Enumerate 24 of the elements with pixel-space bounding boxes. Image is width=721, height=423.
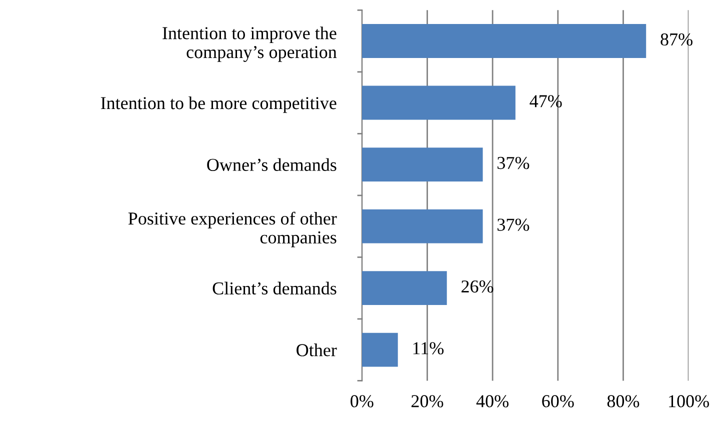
bar: [362, 86, 516, 120]
data-label: 37%: [498, 218, 530, 231]
x-tick-label: 60%: [542, 395, 574, 408]
y-tick-label: Client’s demands: [212, 282, 336, 295]
data-label: 11%: [413, 342, 444, 354]
x-tick-label: 20%: [412, 395, 444, 408]
y-tick-label: Intention to improve the company’s operation: [162, 26, 337, 62]
y-tick-label: Owner’s demands: [207, 158, 336, 171]
y-tick-label: Intention to be more competitive: [100, 96, 336, 113]
x-tick-label: 100%: [669, 395, 709, 408]
x-tick-label: 80%: [607, 395, 640, 408]
data-label: 26%: [462, 280, 494, 293]
bar: [362, 24, 646, 58]
bar: [362, 271, 447, 306]
bar: [362, 332, 398, 367]
bar: [362, 209, 483, 244]
x-tick-label: 40%: [476, 395, 509, 408]
data-label: 87%: [660, 33, 692, 46]
y-tick-label: Other: [296, 344, 337, 356]
y-tick-label: Positive experiences of other companies: [128, 212, 337, 248]
data-label: 37%: [498, 156, 530, 170]
x-tick-label: 0%: [350, 395, 374, 408]
bar: [362, 148, 483, 182]
data-label: 47%: [530, 95, 562, 108]
